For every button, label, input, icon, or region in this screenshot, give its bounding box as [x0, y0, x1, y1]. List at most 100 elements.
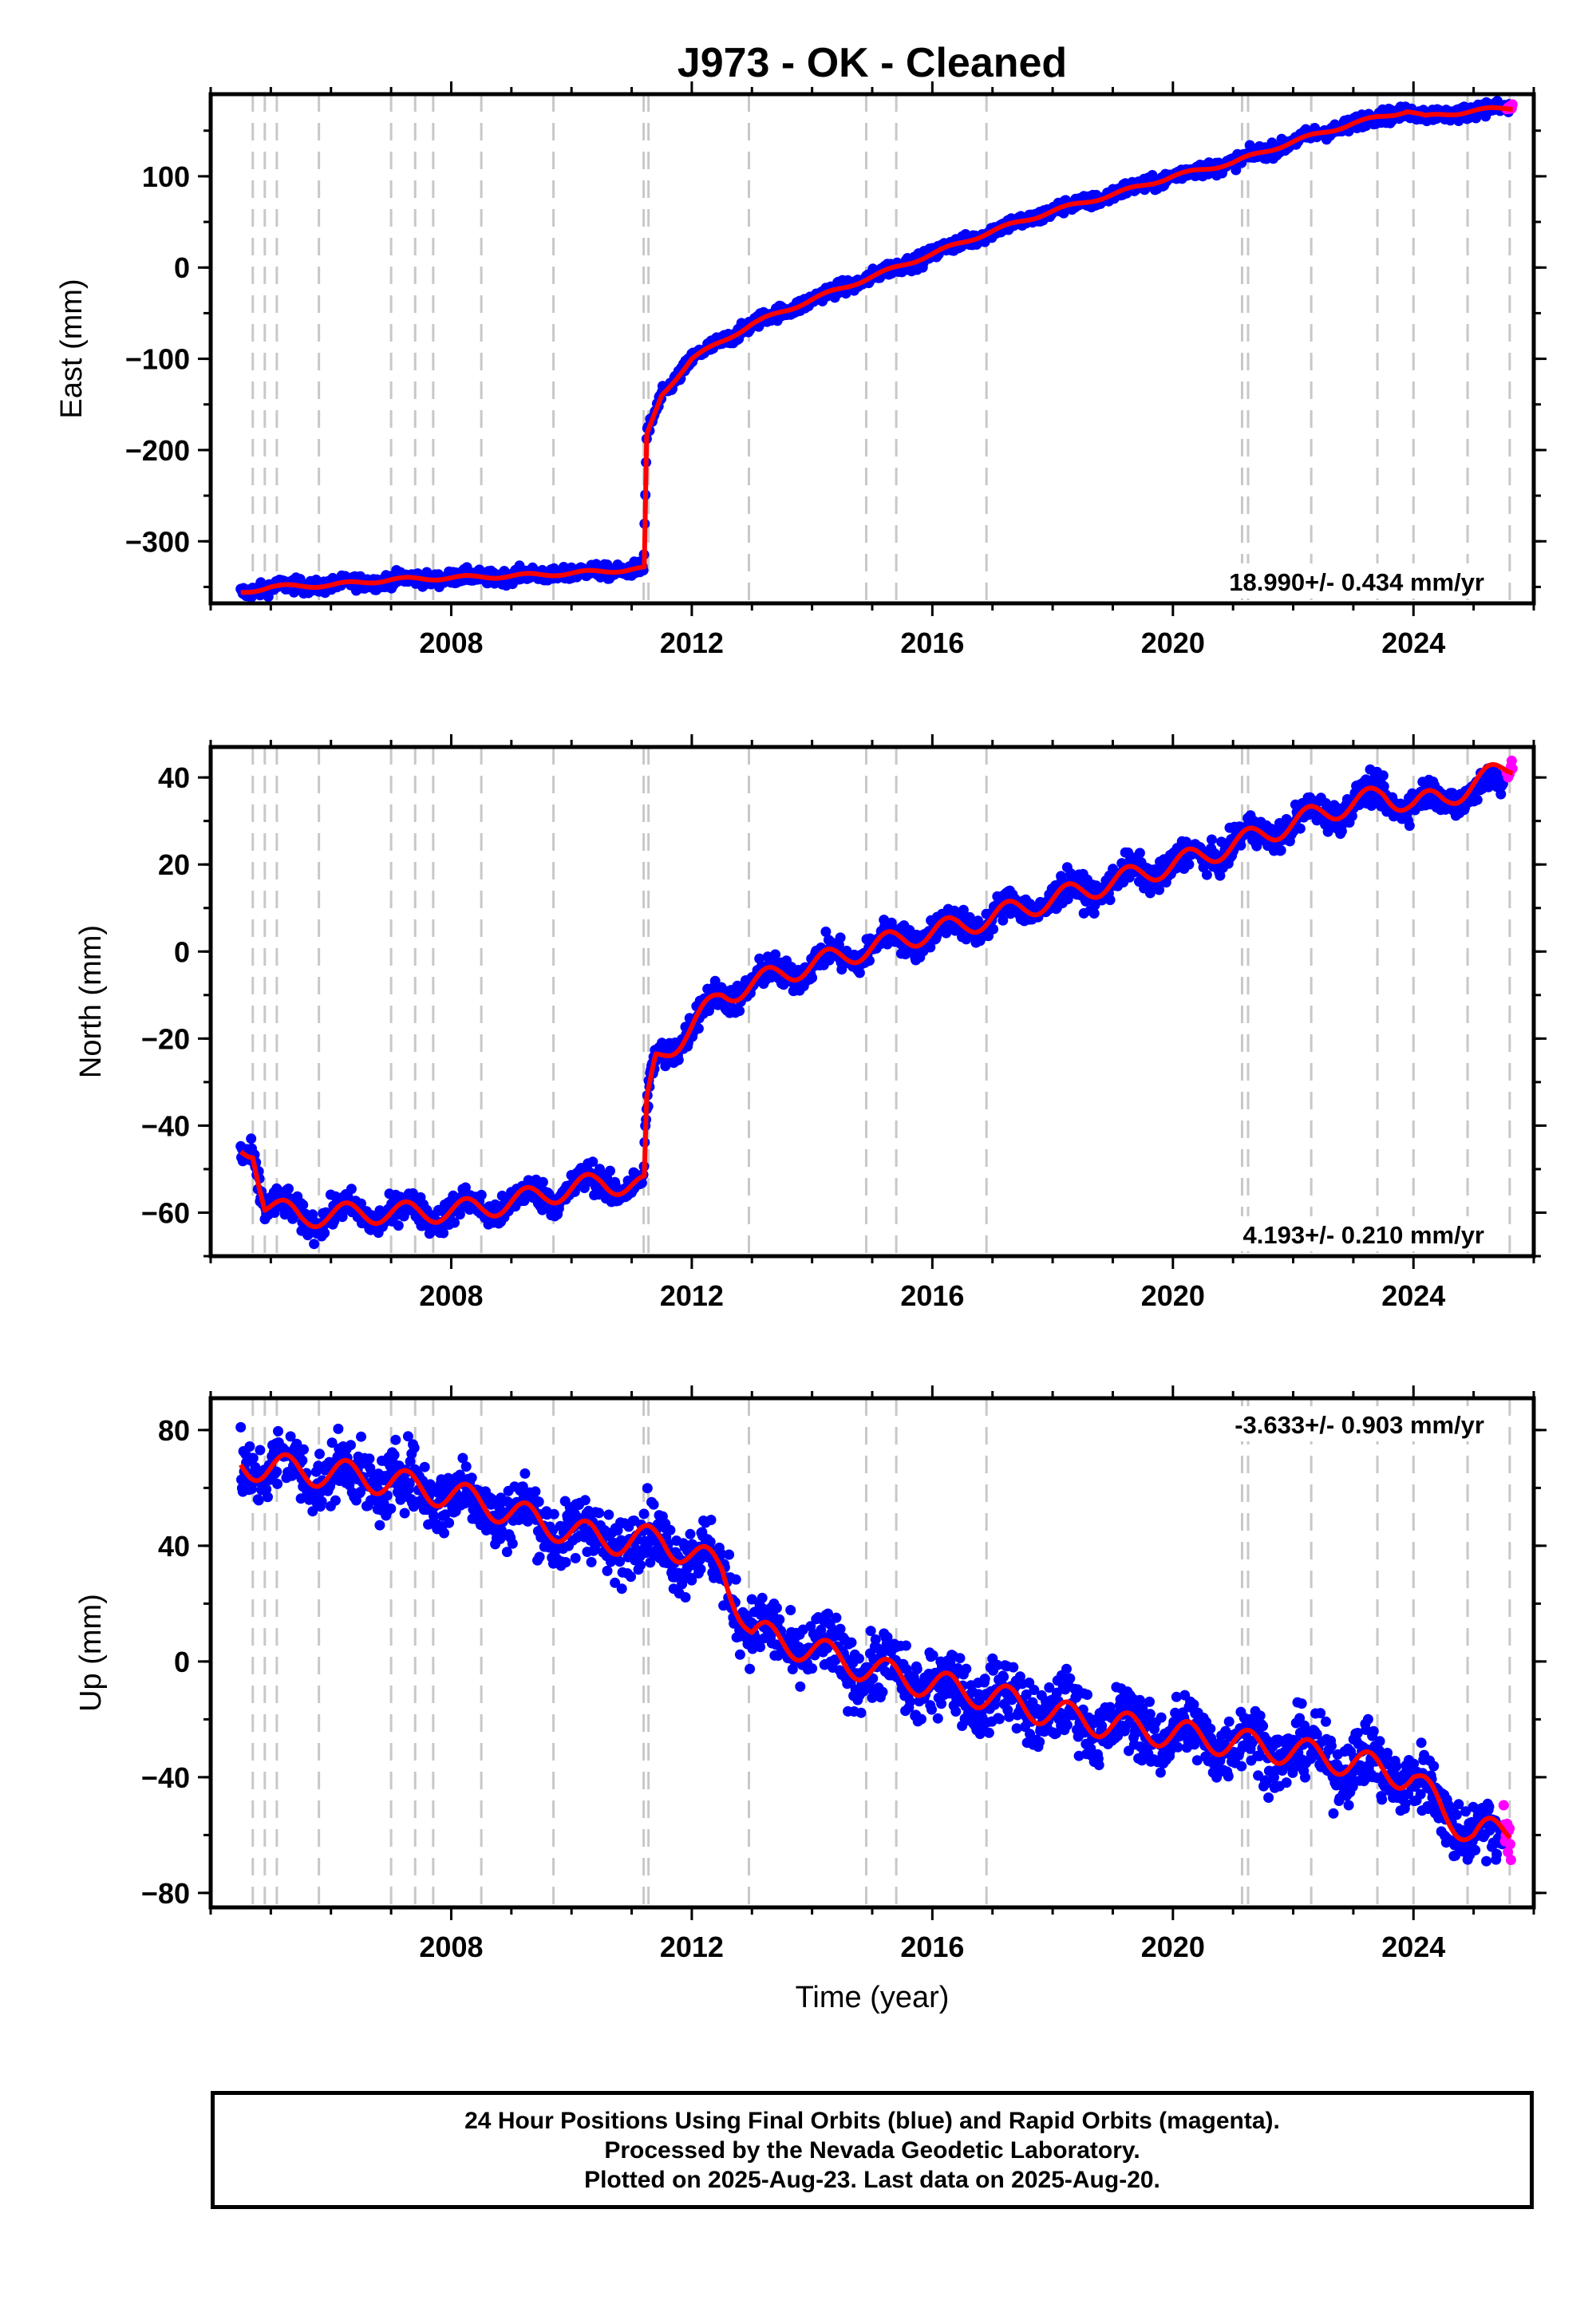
x-tick-label: 2012 [660, 626, 724, 659]
x-tick-label: 2020 [1141, 626, 1205, 659]
data-point [374, 1520, 385, 1531]
x-tick-label: 2012 [660, 1279, 724, 1312]
data-point [638, 1508, 650, 1520]
data-point [409, 1442, 420, 1453]
data-point [253, 1495, 264, 1506]
x-tick-label: 2008 [419, 626, 483, 659]
y-tick-label: −40 [141, 1109, 190, 1142]
model-fit-line [239, 105, 1515, 595]
y-tick-label: −300 [125, 525, 190, 558]
data-point [680, 1592, 691, 1603]
east-panel: 2008 2012 2016 2020 2024−300−200−1000100East… [55, 81, 1547, 659]
y-tick-label: 0 [174, 251, 190, 284]
x-tick-label: 2024 [1381, 1279, 1445, 1312]
data-point [795, 1681, 806, 1692]
data-point [1207, 834, 1217, 845]
model-fit-line [239, 762, 1515, 1230]
data-point [389, 1449, 400, 1460]
data-point [263, 1492, 273, 1503]
data-point [263, 591, 274, 603]
plot-frame [208, 92, 1536, 606]
data-point [586, 1556, 597, 1567]
north-panel: 2008 2012 2016 2020 2024−60−40−2002040North … [74, 734, 1547, 1312]
data-point [1404, 820, 1415, 832]
data-point [936, 1698, 947, 1709]
data-point [476, 1189, 487, 1200]
data-point [705, 1515, 717, 1525]
data-point [771, 1603, 782, 1614]
data-point [399, 1508, 410, 1519]
data-point [695, 1563, 706, 1575]
x-tick-label: 2016 [900, 626, 964, 659]
data-point [774, 1614, 785, 1625]
data-point [1104, 895, 1116, 906]
x-tick-label: 2016 [900, 1279, 964, 1312]
data-point [548, 1508, 559, 1520]
data-point [757, 1592, 768, 1603]
data-point [730, 1574, 741, 1585]
data-point [685, 1528, 696, 1539]
data-point [1201, 869, 1212, 880]
y-axis-label: East (mm) [55, 279, 89, 418]
data-point [1183, 859, 1195, 870]
data-point [346, 1184, 357, 1195]
data-point [665, 1524, 676, 1535]
data-point [316, 1496, 327, 1507]
data-point [246, 1133, 257, 1144]
data-point [626, 1571, 636, 1583]
data-point [932, 1713, 943, 1724]
data-point [333, 1423, 344, 1434]
data-point [570, 1552, 581, 1563]
y-axis-label: North (mm) [74, 925, 108, 1078]
data-point [460, 1461, 472, 1472]
data-point [734, 1649, 745, 1660]
y-tick-label: 40 [158, 761, 190, 794]
data-point [602, 1565, 613, 1576]
data-point [594, 1508, 605, 1519]
final-orbits-series [235, 96, 1515, 603]
data-point [537, 1176, 548, 1188]
data-point [364, 1453, 375, 1464]
data-point [393, 1220, 404, 1231]
data-point [616, 1583, 627, 1595]
y-tick-label: −20 [141, 1022, 190, 1055]
data-point [330, 1495, 341, 1506]
y-tick-label: 0 [174, 935, 190, 968]
data-point [579, 1495, 591, 1506]
data-point [734, 1006, 745, 1017]
data-point [831, 1612, 842, 1623]
data-point [926, 1704, 937, 1715]
data-point [309, 1239, 320, 1250]
data-point [785, 1605, 796, 1615]
y-tick-label: 20 [158, 848, 190, 881]
data-point [988, 923, 999, 935]
data-point [298, 1199, 309, 1211]
data-point [439, 1528, 449, 1539]
data-point [356, 1431, 366, 1442]
data-point [247, 1452, 259, 1464]
data-point [877, 1686, 888, 1697]
data-point [642, 1483, 653, 1494]
y-tick-label: −200 [125, 434, 190, 467]
data-point [603, 1509, 614, 1520]
x-tick-label: 2020 [1141, 1279, 1205, 1312]
data-point [298, 1444, 309, 1455]
data-point [900, 1640, 911, 1651]
data-point [1275, 845, 1286, 856]
data-point [724, 1549, 735, 1560]
data-point [605, 1165, 615, 1176]
data-point [807, 1663, 818, 1674]
data-point [648, 1499, 659, 1510]
y-tick-label: −60 [141, 1196, 190, 1229]
data-point [273, 1425, 283, 1437]
data-point [244, 1441, 255, 1452]
data-point [385, 1503, 397, 1514]
y-tick-label: −100 [125, 343, 190, 376]
data-point [444, 1517, 455, 1528]
data-point [961, 1663, 972, 1674]
figure-title: J973 - OK - Cleaned [678, 40, 1067, 86]
data-point [530, 1486, 541, 1497]
data-point [533, 1496, 544, 1508]
